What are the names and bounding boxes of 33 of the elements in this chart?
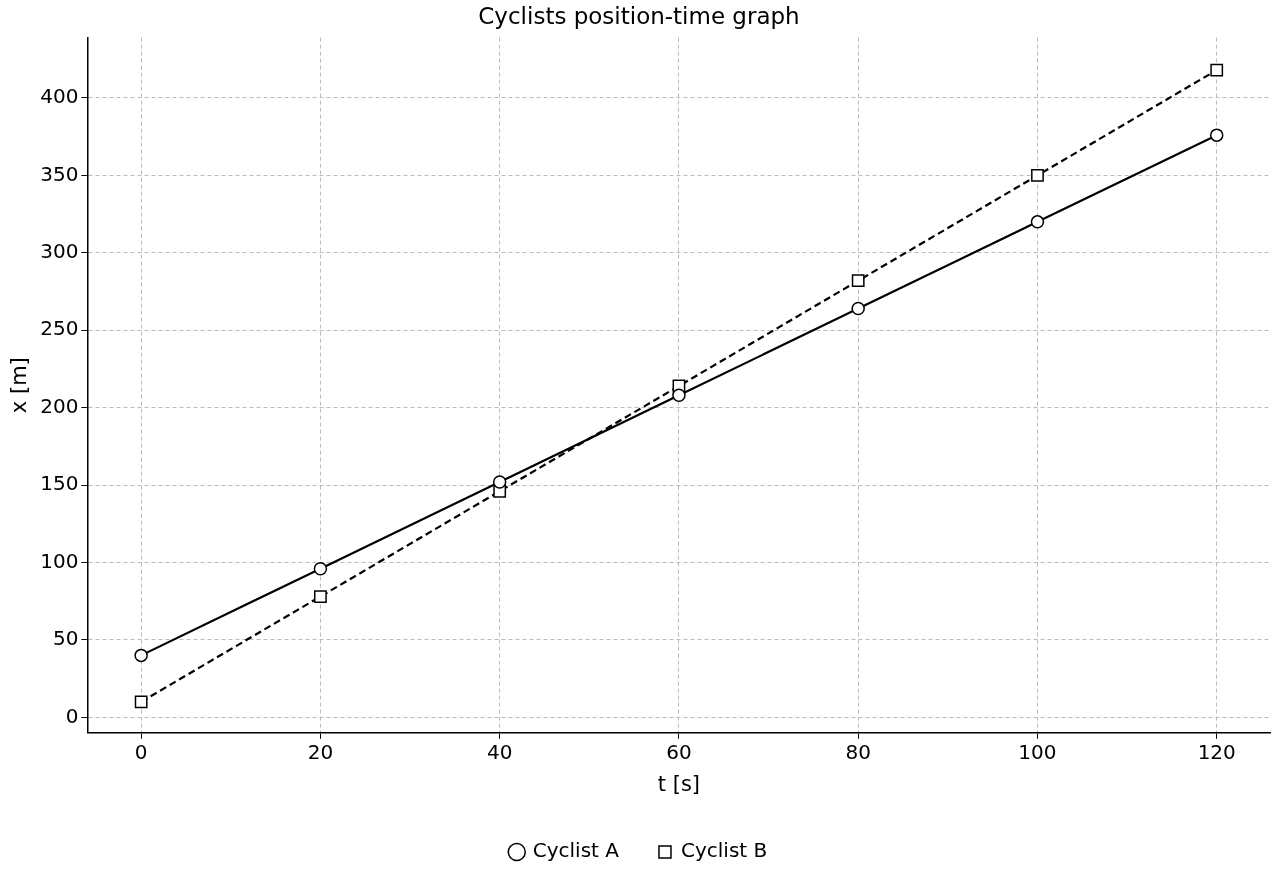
x-tick-label: 0 <box>134 740 148 764</box>
y-axis-title: x [m] <box>7 357 32 414</box>
x-tick-label: 120 <box>1197 740 1236 764</box>
y-tick-label: 400 <box>40 84 79 109</box>
point <box>851 301 865 316</box>
point <box>134 648 148 663</box>
point <box>1210 63 1224 77</box>
y-tick-label: 0 <box>65 703 79 728</box>
point <box>851 274 865 288</box>
x-axis-title: t [s] <box>657 771 701 796</box>
point <box>492 475 507 489</box>
point <box>314 590 327 603</box>
legend-label: Cyclist A <box>532 838 620 863</box>
x-tick-label: 100 <box>1018 740 1057 764</box>
y-tick-label: 350 <box>40 161 79 186</box>
x-tick-label: 20 <box>307 740 334 764</box>
point <box>672 388 686 403</box>
y-tick-label: 100 <box>40 548 79 573</box>
x-tick-label: 40 <box>486 740 513 764</box>
y-tick-label: 150 <box>40 471 79 496</box>
point <box>1030 215 1045 229</box>
chart-title: Cyclists position-time graph <box>478 2 800 29</box>
y-tick-label: 50 <box>52 626 79 651</box>
x-tick-label: 80 <box>845 740 871 764</box>
point <box>1209 128 1224 142</box>
y-tick-label: 300 <box>40 239 79 264</box>
point <box>313 561 328 576</box>
y-tick-label: 200 <box>40 393 79 418</box>
x-tick-label: 60 <box>666 740 692 764</box>
point <box>134 695 148 709</box>
legend-label: Cyclist B <box>680 838 768 863</box>
point <box>1031 168 1044 182</box>
y-tick-label: 250 <box>40 316 79 341</box>
